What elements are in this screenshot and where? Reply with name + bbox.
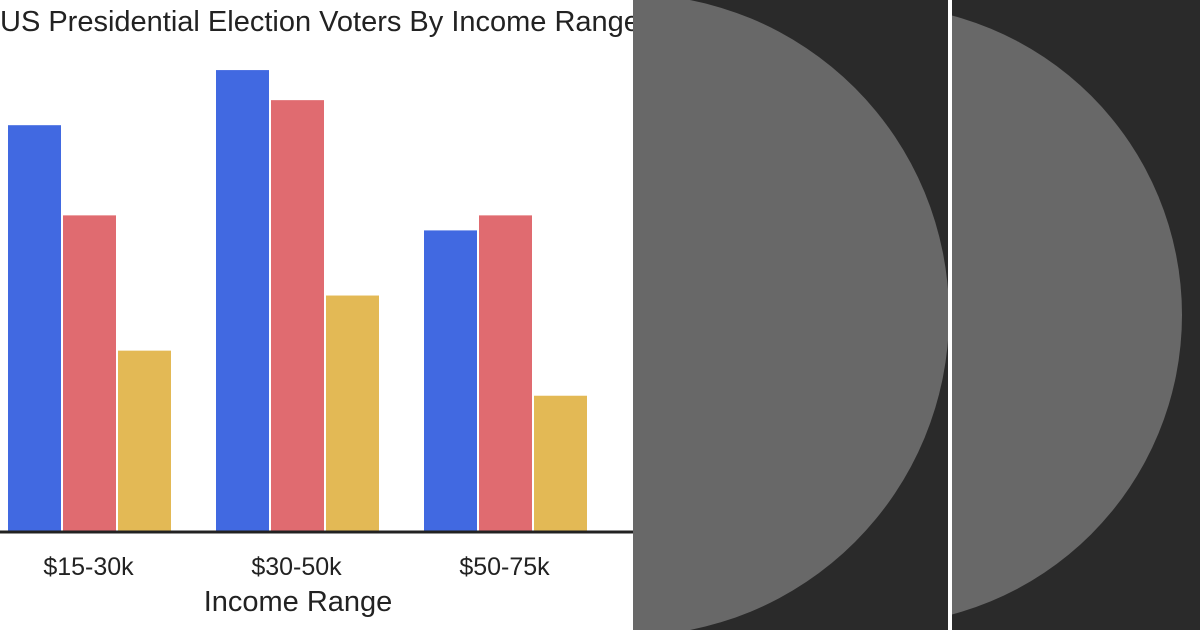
panel-divider [948,0,952,630]
bar-15-30k-series-1 [8,125,61,531]
gray-circle-right [952,15,1182,615]
bar-30-50k-series-3 [326,295,379,531]
bar-30-50k-series-2 [271,100,324,531]
bar-50-75k-series-2 [479,215,532,531]
dark-panel-left [633,0,948,630]
bar-15-30k-series-2 [63,215,116,531]
chart-plot: $15-30k $30-50k $50-75k Income Range [0,70,633,618]
bar-50-75k-series-1 [424,230,477,531]
bar-chart: US Presidential Election Voters By Incom… [0,6,633,618]
bar-50-75k-series-3 [534,395,587,531]
x-tick-label: $15-30k [43,553,134,581]
gray-circle-left [633,0,948,630]
x-tick-label: $30-50k [251,553,342,581]
dark-panel-right [952,0,1200,630]
x-axis-label: Income Range [204,586,393,618]
bars-layer [8,70,587,531]
chart-title: US Presidential Election Voters By Incom… [0,6,633,38]
x-tick-label: $50-75k [459,553,550,581]
bar-30-50k-series-1 [216,70,269,531]
bar-15-30k-series-3 [118,350,171,531]
x-tick-labels: $15-30k $30-50k $50-75k [43,553,550,581]
